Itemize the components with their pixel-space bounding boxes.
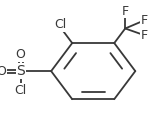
Text: O: O: [16, 48, 26, 61]
Text: S: S: [16, 64, 25, 78]
Text: Cl: Cl: [15, 84, 27, 97]
Text: F: F: [141, 29, 148, 42]
Text: Cl: Cl: [54, 18, 66, 31]
Text: F: F: [141, 14, 148, 27]
Text: O: O: [0, 65, 7, 78]
Text: F: F: [122, 5, 129, 18]
